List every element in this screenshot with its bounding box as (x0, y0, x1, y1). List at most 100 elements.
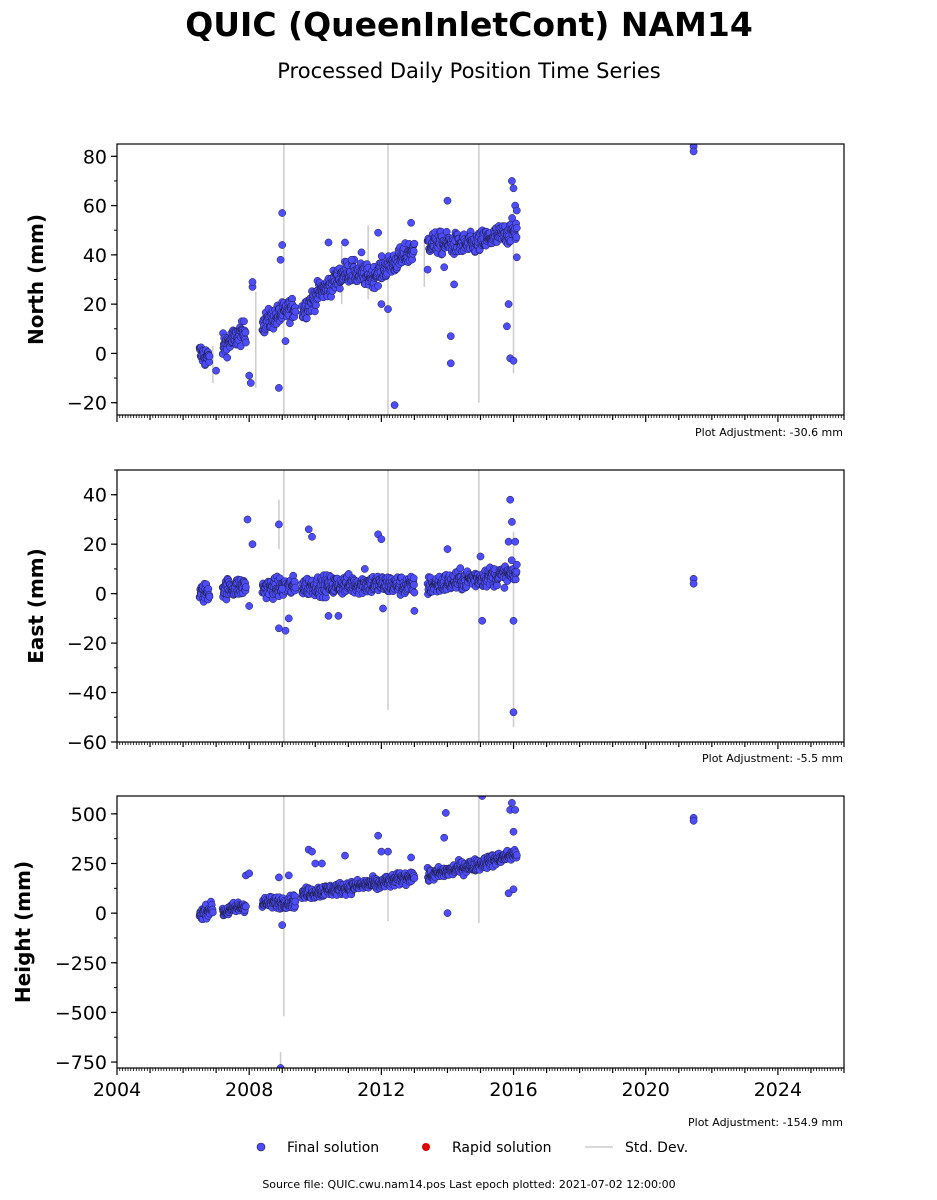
final-solution-point (357, 248, 366, 257)
final-solution-point (341, 238, 349, 247)
x-tick-label: 2004 (93, 1079, 141, 1101)
final-solution-point (281, 337, 290, 345)
final-solution-point (291, 897, 300, 906)
final-solution-point (311, 307, 319, 316)
panel-3: −750 −500 −250 0 250 500 2004 2008 2012 2016 2020 2… (11, 795, 845, 1129)
y-tick-label: 0 (95, 584, 107, 606)
final-solution-point (441, 809, 450, 817)
final-solution-point (504, 300, 513, 308)
final-solution-point (450, 280, 458, 289)
y-tick-label: −750 (55, 1052, 107, 1074)
final-solution-point (205, 352, 214, 361)
axes-frame (116, 795, 845, 1069)
final-solution-point (311, 859, 320, 868)
final-solution-point (248, 540, 257, 549)
legend-final-marker (256, 1142, 266, 1152)
y-tick-label: 40 (83, 485, 107, 507)
final-solution-point (278, 921, 287, 929)
legend-rapid-marker (422, 1143, 430, 1151)
final-solution-point (341, 851, 349, 860)
final-solution-point (512, 851, 521, 860)
final-solution-point (318, 859, 326, 868)
final-solution-point (410, 588, 419, 597)
final-solution-point (275, 384, 283, 392)
final-solution-point (360, 565, 369, 573)
y-tick-label: 60 (83, 196, 107, 218)
final-solution-point (509, 616, 518, 625)
y-tick-label: 40 (83, 245, 107, 267)
plot-area (195, 796, 698, 1068)
final-solution-point (246, 379, 255, 387)
final-solution-point (407, 218, 415, 227)
final-solution-point (689, 816, 698, 825)
y-tick-label: −60 (67, 732, 107, 754)
final-solution-point (324, 612, 333, 620)
final-solution-point (334, 612, 343, 620)
final-solution-point (446, 359, 455, 368)
final-solution-point (236, 342, 245, 351)
final-solution-point (409, 574, 418, 583)
final-solution-point (512, 224, 521, 232)
final-solution-point (377, 535, 386, 544)
final-solution-point (374, 831, 382, 840)
x-tick-label: 2016 (489, 1079, 537, 1101)
final-solution-point (512, 567, 521, 576)
final-solution-point (278, 584, 287, 593)
y-axis-label: Height (mm) (11, 861, 35, 1003)
final-solution-point (493, 581, 501, 590)
final-solution-point (276, 255, 285, 264)
final-solution-point (512, 253, 521, 262)
y-tick-label: 500 (71, 804, 107, 826)
final-solution-point (336, 284, 344, 293)
final-solution-point (506, 495, 515, 504)
final-solution-point (423, 265, 432, 274)
y-tick-label: −250 (55, 953, 107, 975)
final-solution-point (509, 708, 518, 717)
final-solution-point (508, 799, 516, 807)
final-solution-point (440, 833, 449, 842)
final-solution-point (377, 300, 386, 308)
final-solution-point (245, 869, 254, 878)
final-solution-point (278, 209, 287, 217)
final-solution-point (512, 233, 521, 242)
final-solution-point (275, 624, 283, 633)
final-solution-point (410, 607, 419, 615)
panels: −20 0 20 40 60 80 North (mm) Plot Adjustment: -… (11, 143, 845, 1129)
final-solution-point (377, 847, 386, 856)
final-solution-point (456, 564, 465, 572)
final-solution-point (508, 518, 516, 526)
x-tick-label: 2012 (357, 1079, 405, 1101)
final-solution-point (409, 247, 418, 255)
final-solution-point (384, 305, 392, 313)
final-solution-point (410, 874, 419, 883)
final-solution-point (508, 214, 516, 222)
final-solution-point (511, 537, 520, 546)
axes-frame (116, 469, 845, 743)
final-solution-point (275, 873, 283, 882)
final-solution-point (379, 604, 387, 613)
final-solution-point (512, 206, 521, 215)
final-solution-point (509, 356, 518, 365)
final-solution-point (284, 614, 293, 623)
chart-subtitle: Processed Daily Position Time Series (277, 59, 661, 83)
final-solution-point (245, 602, 254, 610)
panel-1: −20 0 20 40 60 80 North (mm) Plot Adjustment: -… (24, 143, 845, 439)
legend: Final solution Rapid solution Std. Dev. (256, 1140, 688, 1156)
legend-rapid-label: Rapid solution (452, 1140, 552, 1156)
final-solution-point (384, 847, 392, 856)
final-solution-point (410, 239, 419, 248)
final-solution-point (275, 520, 283, 529)
final-solution-point (500, 584, 509, 592)
final-solution-point (240, 317, 248, 326)
y-tick-label: −40 (67, 683, 107, 705)
final-solution-point (689, 579, 698, 588)
final-solution-point (204, 585, 213, 593)
final-solution-point (509, 827, 518, 836)
final-solution-point (443, 545, 452, 553)
final-solution-point (509, 184, 518, 193)
y-tick-label: 20 (83, 294, 107, 316)
plot-adjustment-label: Plot Adjustment: -5.5 mm (702, 752, 843, 765)
y-tick-label: 250 (71, 854, 107, 876)
final-solution-point (324, 238, 333, 247)
panel-2: −60 −40 −20 0 20 40 East (mm) Plot Adjustment: … (24, 469, 845, 765)
